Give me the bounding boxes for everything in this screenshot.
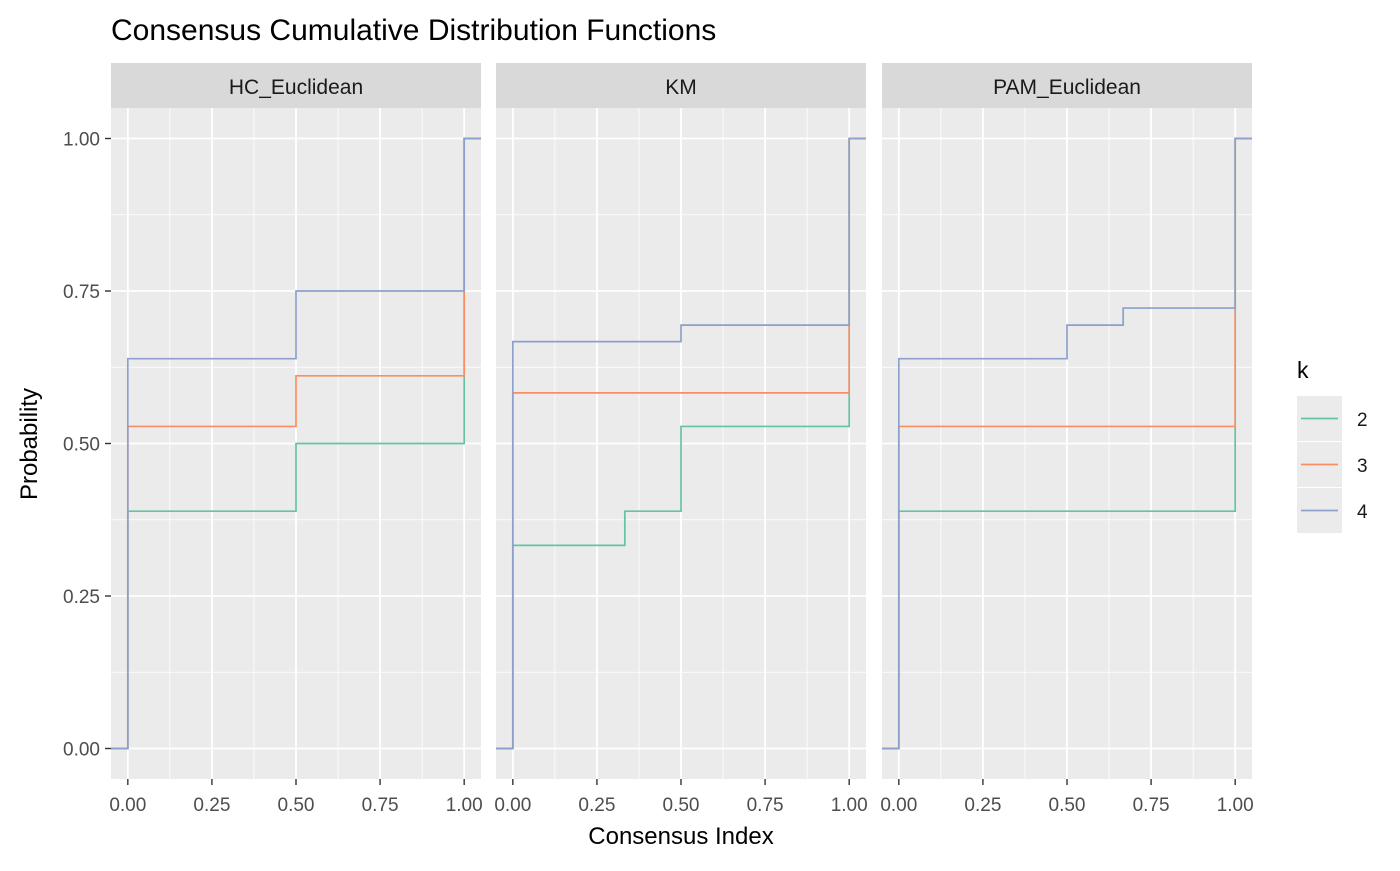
x-tick-label: 1.00 [446,795,483,816]
x-tick-label: 0.00 [109,795,146,816]
x-tick-label: 0.00 [880,795,917,816]
y-axis-title: Probability [16,388,43,500]
x-tick-label: 0.50 [1049,795,1086,816]
x-tick-label: 0.75 [1133,795,1170,816]
facet-strip [111,63,481,108]
series-line-k4 [111,137,481,750]
legend-label: 4 [1357,502,1368,523]
y-tick-label: 0.25 [63,587,100,608]
panel-pam-euclidean: 0.00 0.25 0.50 0.75 1.00 PAM_Euclidean [880,63,1254,816]
panel-hc-euclidean: 0.00 0.25 0.50 0.75 1.00 HC_Euclidean [109,63,483,816]
panels: 0.00 0.25 0.50 0.75 1.00 HC_Euclidean 0.00 0.25… [109,63,1254,816]
chart-title: Consensus Cumulative Distribution Functi… [111,14,716,47]
legend-label: 2 [1357,410,1368,431]
series-line-k4 [496,137,866,750]
x-tick-label: 0.25 [964,795,1001,816]
x-tick-label: 1.00 [831,795,868,816]
x-axis-title: Consensus Index [588,823,773,850]
facet-strip-label: PAM_Euclidean [993,76,1141,99]
x-tick-label: 0.50 [278,795,315,816]
facet-strip-label: KM [665,76,697,99]
series-line-k4 [882,137,1252,750]
x-tick-label: 0.25 [193,795,230,816]
legend: 2 3 4 [1297,396,1368,533]
y-tick-label: 0.00 [63,740,100,761]
panel-km: 0.00 0.25 0.50 0.75 1.00 KM [494,63,868,816]
y-tick-label: 0.75 [63,282,100,303]
legend-title: k [1297,357,1309,383]
x-tick-label: 0.50 [663,795,700,816]
y-tick-label: 0.50 [63,435,100,456]
x-tick-label: 1.00 [1217,795,1254,816]
x-tick-label: 0.75 [362,795,399,816]
y-axis: 0.00 0.25 0.50 0.75 1.00 [63,130,111,761]
legend-label: 3 [1357,456,1368,477]
x-tick-label: 0.75 [747,795,784,816]
facet-strip [882,63,1252,108]
facet-strip [496,63,866,108]
y-tick-label: 1.00 [63,130,100,151]
x-tick-label: 0.00 [494,795,531,816]
x-tick-label: 0.25 [578,795,615,816]
facet-strip-label: HC_Euclidean [229,76,363,99]
